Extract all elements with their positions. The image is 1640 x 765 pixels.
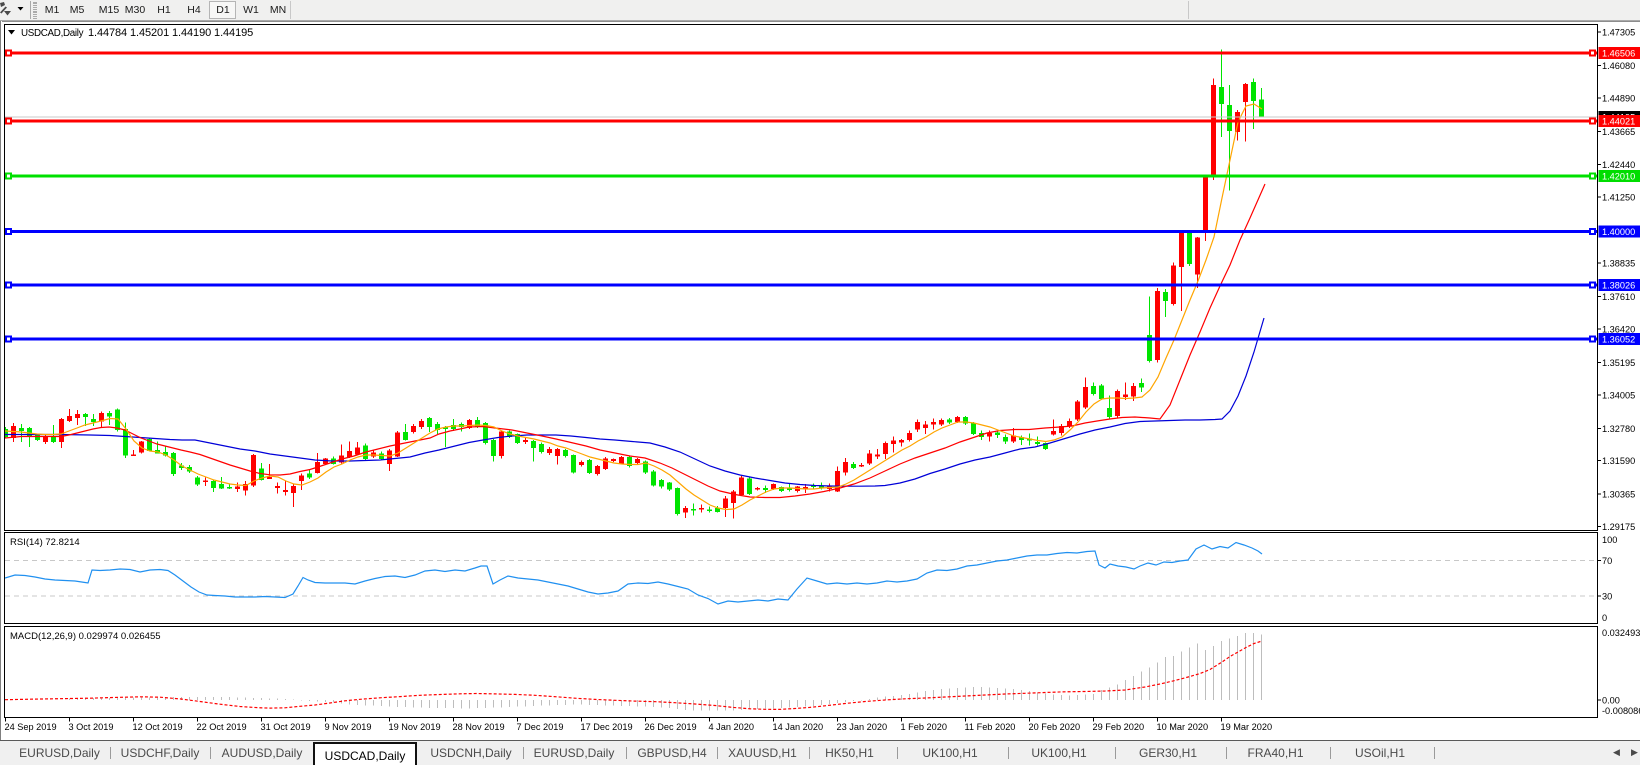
svg-text:1.32780: 1.32780: [1602, 424, 1635, 434]
svg-text:0.032493: 0.032493: [1602, 628, 1640, 638]
svg-text:1.38835: 1.38835: [1602, 259, 1635, 269]
svg-text:1.44890: 1.44890: [1602, 93, 1635, 103]
svg-text:26 Dec 2019: 26 Dec 2019: [645, 722, 697, 732]
svg-text:30: 30: [1602, 592, 1612, 602]
svg-text:1.38026: 1.38026: [1602, 281, 1635, 291]
svg-text:9 Nov 2019: 9 Nov 2019: [325, 722, 372, 732]
svg-text:1.46506: 1.46506: [1602, 49, 1635, 59]
svg-text:100: 100: [1602, 535, 1617, 545]
svg-text:12 Oct 2019: 12 Oct 2019: [133, 722, 183, 732]
svg-text:MACD(12,26,9) 0.029974 0.02645: MACD(12,26,9) 0.029974 0.026455: [10, 631, 161, 642]
svg-text:1.36052: 1.36052: [1602, 335, 1635, 345]
svg-text:1.29175: 1.29175: [1602, 522, 1635, 532]
svg-text:14 Jan 2020: 14 Jan 2020: [773, 722, 824, 732]
svg-text:17 Dec 2019: 17 Dec 2019: [581, 722, 633, 732]
svg-text:1.43665: 1.43665: [1602, 127, 1635, 137]
svg-text:-0.008086: -0.008086: [1602, 706, 1640, 716]
svg-text:1.36420: 1.36420: [1602, 325, 1635, 335]
svg-text:20 Feb 2020: 20 Feb 2020: [1029, 722, 1081, 732]
svg-text:29 Feb 2020: 29 Feb 2020: [1093, 722, 1145, 732]
svg-text:1.42010: 1.42010: [1602, 172, 1635, 182]
svg-text:RSI(14) 72.8214: RSI(14) 72.8214: [10, 537, 80, 548]
svg-text:0.00: 0.00: [1602, 696, 1620, 706]
svg-text:1.35195: 1.35195: [1602, 358, 1635, 368]
svg-text:1.31590: 1.31590: [1602, 456, 1635, 466]
svg-text:1.47305: 1.47305: [1602, 28, 1635, 38]
svg-text:1.37610: 1.37610: [1602, 292, 1635, 302]
svg-text:1 Feb 2020: 1 Feb 2020: [901, 722, 948, 732]
svg-text:3 Oct 2019: 3 Oct 2019: [69, 722, 114, 732]
svg-text:70: 70: [1602, 556, 1612, 566]
svg-text:1.44784 1.45201 1.44190 1.4419: 1.44784 1.45201 1.44190 1.44195: [88, 27, 253, 39]
svg-text:23 Jan 2020: 23 Jan 2020: [837, 722, 888, 732]
svg-text:1.46080: 1.46080: [1602, 61, 1635, 71]
svg-text:USDCAD,Daily: USDCAD,Daily: [21, 28, 84, 39]
svg-text:19 Nov 2019: 19 Nov 2019: [389, 722, 441, 732]
svg-text:11 Feb 2020: 11 Feb 2020: [965, 722, 1016, 732]
svg-text:28 Nov 2019: 28 Nov 2019: [453, 722, 505, 732]
svg-text:1.40000: 1.40000: [1602, 227, 1635, 237]
svg-text:19 Mar 2020: 19 Mar 2020: [1221, 722, 1273, 732]
svg-text:24 Sep 2019: 24 Sep 2019: [5, 722, 57, 732]
svg-text:1.42440: 1.42440: [1602, 160, 1635, 170]
svg-text:31 Oct 2019: 31 Oct 2019: [261, 722, 311, 732]
svg-text:1.44021: 1.44021: [1602, 117, 1635, 127]
svg-text:1.34005: 1.34005: [1602, 390, 1635, 400]
svg-text:22 Oct 2019: 22 Oct 2019: [197, 722, 247, 732]
svg-text:10 Mar 2020: 10 Mar 2020: [1157, 722, 1209, 732]
svg-text:1.30365: 1.30365: [1602, 490, 1635, 500]
svg-text:1.41250: 1.41250: [1602, 193, 1635, 203]
svg-text:0: 0: [1602, 613, 1607, 623]
svg-text:7 Dec 2019: 7 Dec 2019: [517, 722, 564, 732]
svg-text:4 Jan 2020: 4 Jan 2020: [709, 722, 754, 732]
